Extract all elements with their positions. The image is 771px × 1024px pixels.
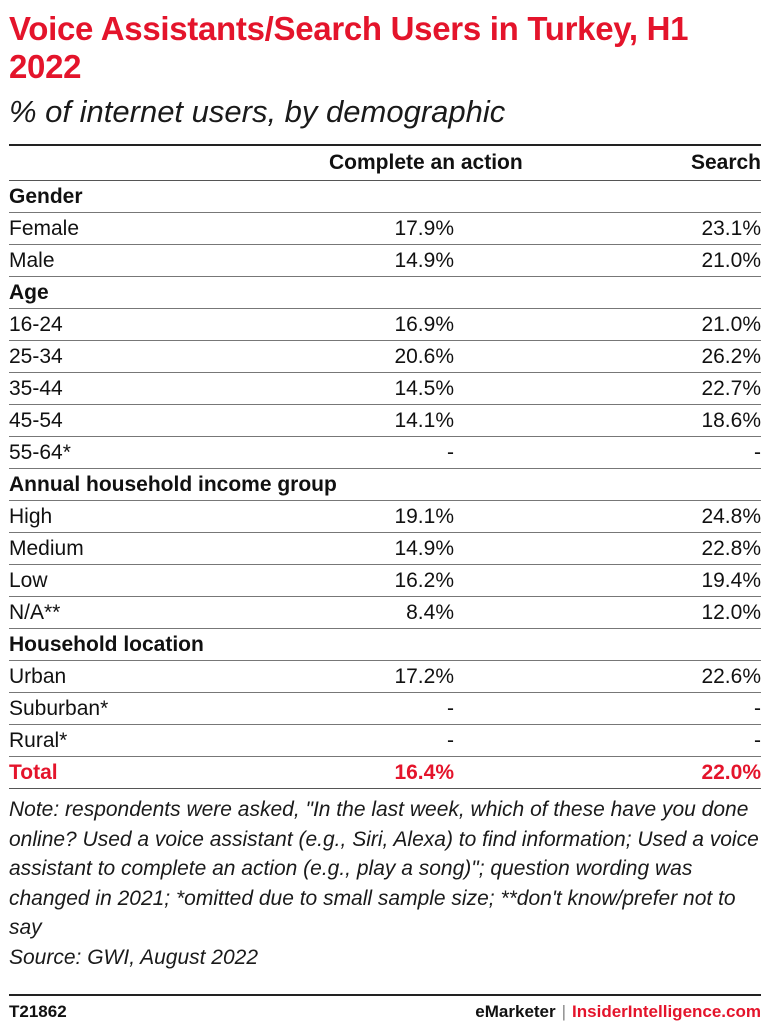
chart-subtitle: % of internet users, by demographic: [9, 94, 506, 129]
chart-container: Voice Assistants/Search Users in Turkey,…: [9, 10, 761, 972]
group-label: Household location: [9, 628, 761, 661]
search-value: 24.8%: [454, 500, 761, 533]
search-value: 19.4%: [454, 564, 761, 597]
search-value: -: [454, 436, 761, 469]
search-value: 23.1%: [454, 212, 761, 245]
table-row: Male 14.9% 21.0%: [9, 244, 761, 277]
search-value: 22.6%: [454, 660, 761, 693]
search-value: 21.0%: [454, 308, 761, 341]
search-value: 12.0%: [454, 596, 761, 629]
brand-insiderintelligence: InsiderIntelligence.com: [572, 1002, 761, 1021]
brand-emarketer: eMarketer: [475, 1002, 556, 1021]
table-row: Medium 14.9% 22.8%: [9, 532, 761, 565]
complete-action-value: 14.9%: [329, 532, 454, 565]
group-label: Age: [9, 276, 761, 309]
chart-title: Voice Assistants/Search Users in Turkey,…: [9, 10, 689, 85]
search-value: 22.8%: [454, 532, 761, 565]
table-row: Rural* - -: [9, 724, 761, 757]
search-value: -: [454, 724, 761, 757]
complete-action-value: 8.4%: [329, 596, 454, 629]
search-value: 21.0%: [454, 244, 761, 277]
row-label: N/A**: [9, 596, 329, 629]
row-label: 25-34: [9, 340, 329, 373]
group-label: Gender: [9, 180, 761, 213]
table-row: High 19.1% 24.8%: [9, 500, 761, 533]
header-search: Search: [454, 146, 761, 181]
table-row: Low 16.2% 19.4%: [9, 564, 761, 597]
total-row: Total 16.4% 22.0%: [9, 756, 761, 789]
footnote: Note: respondents were asked, "In the la…: [9, 795, 761, 972]
total-complete-action-value: 16.4%: [329, 756, 454, 789]
search-value: 26.2%: [454, 340, 761, 373]
complete-action-value: -: [329, 692, 454, 725]
row-label: 35-44: [9, 372, 329, 405]
row-label: Urban: [9, 660, 329, 693]
search-value: 18.6%: [454, 404, 761, 437]
row-label: 16-24: [9, 308, 329, 341]
table-row: 45-54 14.1% 18.6%: [9, 404, 761, 437]
search-value: 22.7%: [454, 372, 761, 405]
row-label: Rural*: [9, 724, 329, 757]
chart-id: T21862: [9, 1002, 67, 1021]
row-label: Suburban*: [9, 692, 329, 725]
complete-action-value: 19.1%: [329, 500, 454, 533]
table-row: Suburban* - -: [9, 692, 761, 725]
source-text: Source: GWI, August 2022: [9, 945, 259, 969]
group-row: Age: [9, 276, 761, 309]
table-body: Gender Female 17.9% 23.1% Male 14.9% 21.0% Age 1…: [9, 180, 761, 789]
header-row: Complete an action Search: [9, 146, 761, 181]
group-row: Annual household income group: [9, 468, 761, 501]
header-complete-action: Complete an action: [329, 146, 523, 181]
complete-action-value: 16.9%: [329, 308, 454, 341]
complete-action-value: 14.9%: [329, 244, 454, 277]
total-search-value: 22.0%: [454, 756, 761, 789]
table-row: Female 17.9% 23.1%: [9, 212, 761, 245]
row-label: Female: [9, 212, 329, 245]
header-label: [9, 146, 329, 181]
table-row: 16-24 16.9% 21.0%: [9, 308, 761, 341]
group-label: Annual household income group: [9, 468, 761, 501]
complete-action-value: 16.2%: [329, 564, 454, 597]
note-text: Note: respondents were asked, "In the la…: [9, 798, 759, 939]
group-row: Gender: [9, 180, 761, 213]
brand-block: eMarketer | InsiderIntelligence.com: [475, 1002, 761, 1022]
footer: T21862 eMarketer | InsiderIntelligence.com: [9, 994, 761, 1022]
complete-action-value: 14.1%: [329, 404, 454, 437]
data-table: Complete an action Search Gender Female 17…: [9, 146, 761, 789]
row-label: High: [9, 500, 329, 533]
complete-action-value: -: [329, 724, 454, 757]
row-label: 55-64*: [9, 436, 329, 469]
complete-action-value: 17.2%: [329, 660, 454, 693]
row-label: Male: [9, 244, 329, 277]
table-row: 35-44 14.5% 22.7%: [9, 372, 761, 405]
complete-action-value: 14.5%: [329, 372, 454, 405]
complete-action-value: 20.6%: [329, 340, 454, 373]
row-label: Medium: [9, 532, 329, 565]
brand-separator: |: [561, 1002, 567, 1021]
complete-action-value: -: [329, 436, 454, 469]
group-row: Household location: [9, 628, 761, 661]
row-label: Low: [9, 564, 329, 597]
total-label: Total: [9, 756, 329, 789]
row-label: 45-54: [9, 404, 329, 437]
search-value: -: [454, 692, 761, 725]
top-rule: [9, 144, 761, 146]
complete-action-value: 17.9%: [329, 212, 454, 245]
table-row: Urban 17.2% 22.6%: [9, 660, 761, 693]
table-row: 55-64* - -: [9, 436, 761, 469]
table-row: N/A** 8.4% 12.0%: [9, 596, 761, 629]
table-row: 25-34 20.6% 26.2%: [9, 340, 761, 373]
